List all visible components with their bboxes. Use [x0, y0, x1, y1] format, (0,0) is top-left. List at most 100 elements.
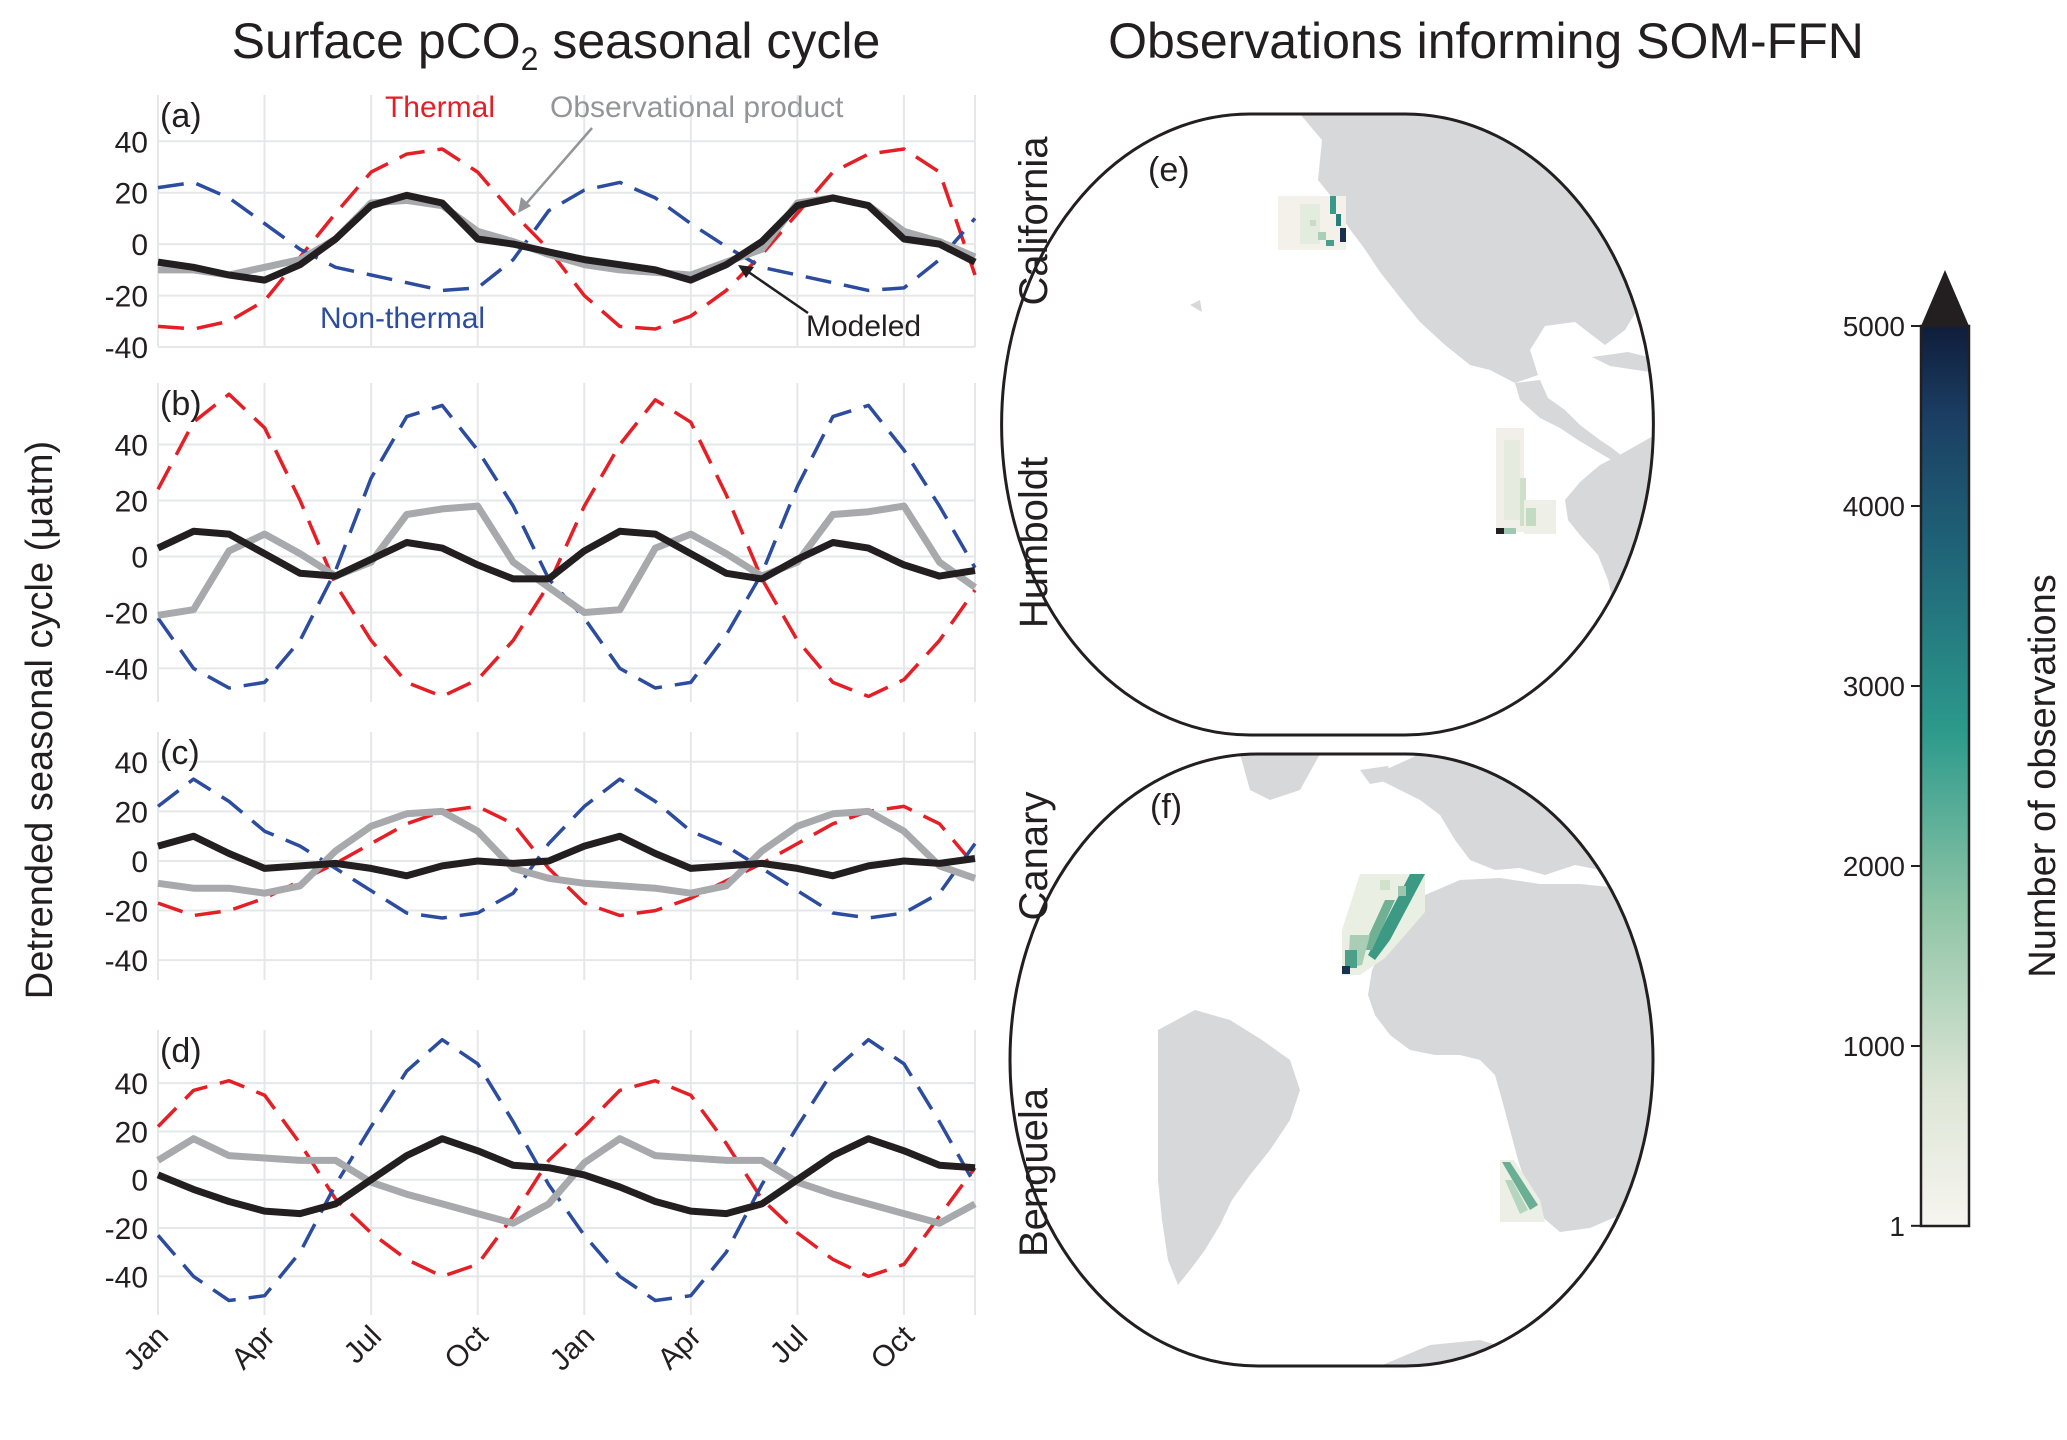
greenland-land	[1720, 114, 1800, 130]
map-e-label: (e)	[1148, 151, 1190, 189]
map-e: (e)	[1000, 112, 1800, 737]
region-label: Benguela	[1012, 1087, 1056, 1257]
line-panels: 40 20 0 -20 -40 (a) California 40 20 0 -20 -40 (b) Hu…	[105, 95, 1056, 1315]
y-tick-label: -40	[105, 653, 148, 686]
modeled-arrow-line	[746, 269, 809, 315]
left-title: Surface pCO2 seasonal cycle	[232, 13, 881, 77]
california-observations	[1278, 196, 1346, 250]
panel-california: 40 20 0 -20 -40 (a) California	[105, 95, 1056, 365]
x-axis-ticks: Jan Apr Jul Oct Jan Apr Jul Oct	[117, 1319, 921, 1377]
y-tick-label: 0	[131, 229, 148, 262]
y-tick-label: -40	[105, 1261, 148, 1294]
map-f: (f)	[1008, 752, 1812, 1368]
arabia-land	[1700, 920, 1812, 1010]
y-tick-label: 0	[131, 1165, 148, 1198]
panel-label: (c)	[160, 734, 200, 772]
left-title-main: Surface pCO	[232, 13, 521, 69]
x-tick-label: Jul	[338, 1320, 388, 1370]
region-label: Canary	[1012, 792, 1056, 921]
y-tick-label: 20	[115, 486, 148, 519]
colorbar-gradient	[1919, 324, 1971, 1228]
colorbar-tick-label: 5000	[1843, 311, 1905, 342]
series-line-observational-product	[157, 502, 978, 619]
y-tick-label: 40	[115, 1068, 148, 1101]
antarctica-f-land	[1380, 1340, 1540, 1366]
y-tick-label: 0	[131, 541, 148, 574]
y-tick-label: 0	[131, 846, 148, 879]
series-line-observational-product	[156, 1135, 977, 1227]
series-line-non-thermal	[157, 180, 977, 293]
colorbar-tick-label: 1	[1889, 1211, 1905, 1242]
panel-canary: 40 20 0 -20 -40 (c) Canary	[105, 732, 1056, 980]
modeled-annotation: Modeled	[806, 310, 921, 343]
x-tick-label: Apr	[651, 1320, 707, 1376]
series-line-thermal	[156, 1078, 977, 1279]
colorbar-label: Number of observations	[2022, 574, 2064, 977]
benguela-observations	[1500, 1160, 1545, 1222]
south-america-land	[1565, 420, 1654, 722]
y-tick-label: 40	[115, 430, 148, 463]
right-title: Observations informing SOM-FFN	[1108, 13, 1864, 69]
colorbar: 5000 4000 3000 2000 1000 1 Number of observat…	[1843, 270, 2064, 1242]
colorbar-extend-arrow	[1921, 270, 1969, 326]
series-line-thermal	[156, 392, 977, 699]
series-line-non-thermal	[156, 1037, 977, 1303]
observational-arrow-head	[518, 197, 531, 213]
y-tick-label: 20	[115, 796, 148, 829]
colorbar-tick-label: 3000	[1843, 671, 1905, 702]
y-tick-label: -20	[105, 896, 148, 929]
non-thermal-annotation: Non-thermal	[320, 302, 485, 335]
caribbean-land	[1592, 352, 1654, 372]
africa-land	[1368, 878, 1653, 1232]
south-america-f-land	[1158, 1010, 1300, 1285]
y-tick-label: -20	[105, 597, 148, 630]
colorbar-ticks: 5000 4000 3000 2000 1000 1	[1843, 311, 1921, 1242]
thermal-annotation: Thermal	[385, 91, 495, 124]
british-isles-land	[1448, 760, 1478, 808]
y-tick-label: -20	[105, 281, 148, 314]
y-tick-label: -40	[105, 332, 148, 365]
island-land	[1190, 300, 1202, 312]
colorbar-tick-label: 1000	[1843, 1031, 1905, 1062]
africa-edge-land	[1770, 300, 1800, 400]
humboldt-observations	[1496, 428, 1556, 534]
panel-humboldt: 40 20 0 -20 -40 (b) Humboldt	[105, 383, 1056, 702]
series-line-modeled	[157, 191, 977, 284]
central-america-land	[1515, 380, 1622, 462]
greenland-f-land	[1240, 754, 1320, 800]
panel-label: (a)	[160, 97, 202, 135]
y-tick-label: -40	[105, 945, 148, 978]
modeled-arrow-head	[738, 265, 754, 278]
series-line-non-thermal	[156, 777, 977, 920]
panel-label: (d)	[160, 1032, 202, 1070]
left-title-sub: 2	[521, 41, 539, 77]
north-america-land	[1300, 114, 1654, 383]
y-tick-label: 20	[115, 178, 148, 211]
series-line-modeled	[156, 1135, 976, 1218]
series-line-modeled	[157, 832, 976, 880]
y-tick-label: 40	[115, 747, 148, 780]
series-line-observational-product	[157, 807, 977, 897]
map-f-label: (f)	[1150, 788, 1182, 826]
region-label: California	[1012, 136, 1056, 306]
x-tick-label: Jan	[544, 1320, 602, 1378]
series-line-thermal	[157, 147, 977, 331]
y-tick-label: 40	[115, 126, 148, 159]
region-label: Humboldt	[1012, 457, 1056, 628]
x-tick-label: Jul	[764, 1320, 814, 1370]
madagascar-land	[1715, 1130, 1740, 1185]
antarctica-land	[1500, 722, 1600, 735]
iceland-land	[1360, 766, 1392, 784]
map-f-outline	[1008, 752, 1655, 1368]
y-tick-label: -20	[105, 1213, 148, 1246]
series-line-modeled	[156, 527, 976, 583]
colorbar-tick-label: 2000	[1843, 851, 1905, 882]
hispaniola-land	[1690, 366, 1725, 378]
x-tick-label: Oct	[865, 1319, 922, 1376]
y-axis-label: Detrended seasonal cycle (μatm)	[19, 441, 61, 999]
x-tick-label: Apr	[225, 1320, 281, 1376]
map-e-outline	[1000, 112, 1655, 737]
panel-label: (b)	[160, 385, 202, 423]
observational-annotation: Observational product	[550, 91, 844, 124]
